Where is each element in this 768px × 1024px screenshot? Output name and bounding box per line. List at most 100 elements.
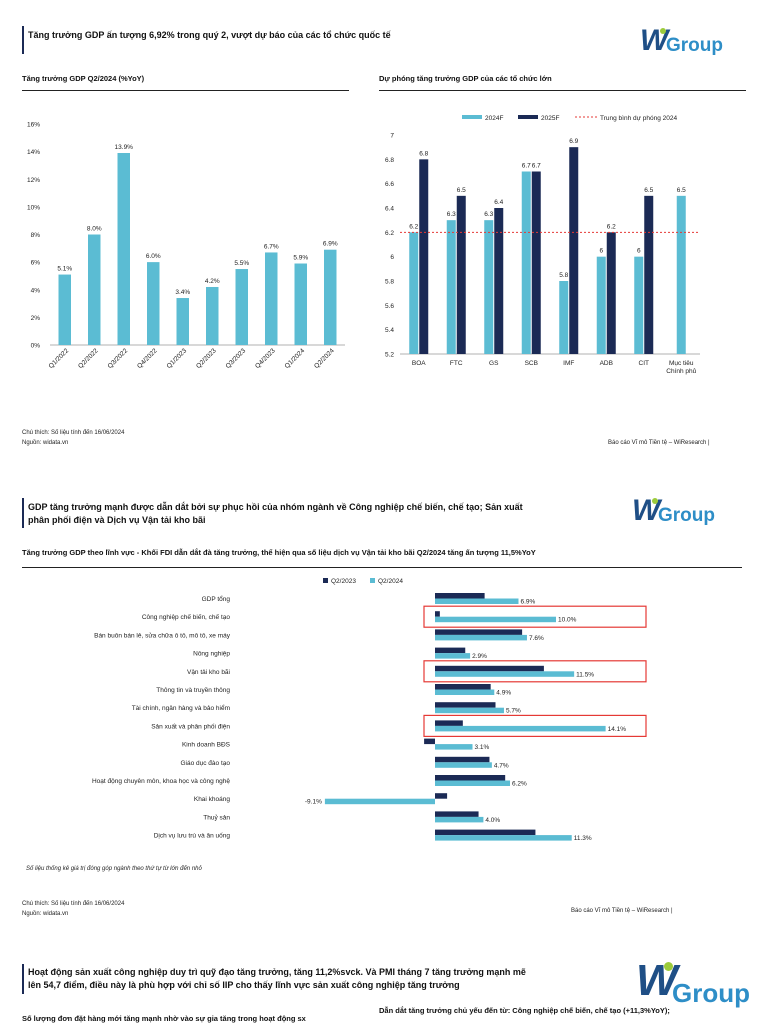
wigroup-logo-3: W Group bbox=[636, 956, 750, 1018]
gdp-chart-rule bbox=[22, 90, 349, 91]
sector-bar-q2-2023 bbox=[435, 629, 523, 635]
forecast-x-tick: Mục tiêu bbox=[669, 360, 694, 367]
sector-bar-label: 4.7% bbox=[494, 762, 509, 769]
gdp-y-tick: 4% bbox=[31, 287, 41, 294]
sector-category-label: Khai khoáng bbox=[194, 796, 231, 803]
forecast-label-2024f: 6.5 bbox=[677, 187, 686, 194]
forecast-x-tick: FTC bbox=[450, 360, 463, 367]
gdp-y-tick: 16% bbox=[27, 122, 40, 129]
forecast-bar-2025f bbox=[606, 232, 616, 354]
sector-bar-q2-2024 bbox=[435, 634, 527, 641]
sector-bar-q2-2024 bbox=[435, 598, 519, 604]
legend-average-label: Trung bình dự phóng 2024 bbox=[600, 115, 677, 122]
forecast-y-tick: 6.8 bbox=[385, 157, 394, 164]
gdp-x-tick: Q1/2022 bbox=[48, 347, 71, 370]
sector-bar-q2-2023 bbox=[435, 793, 448, 799]
forecast-y-tick: 5.4 bbox=[385, 327, 394, 334]
forecast-y-tick: 5.8 bbox=[385, 279, 394, 286]
gdp-bar bbox=[235, 269, 248, 345]
sector-category-label: Vận tải kho bãi bbox=[187, 669, 230, 676]
wigroup-logo: W Group bbox=[640, 24, 740, 62]
sector-bar-label: 11.3% bbox=[574, 835, 592, 842]
forecast-x-tick: GS bbox=[489, 360, 499, 367]
forecast-label-2025f: 6.5 bbox=[457, 187, 466, 194]
forecast-label-2024f: 6.2 bbox=[409, 223, 418, 230]
gdp-bar bbox=[117, 153, 130, 345]
forecast-x-tick: IMF bbox=[563, 360, 574, 367]
gdp-y-tick: 6% bbox=[31, 260, 41, 267]
gdp-y-tick: 8% bbox=[31, 232, 41, 239]
wigroup-logo-2: W Group bbox=[632, 494, 732, 532]
gdp-chart-title: Tăng trưởng GDP Q2/2024 (%YoY) bbox=[22, 74, 145, 83]
forecast-label-2025f: 6.9 bbox=[569, 138, 578, 145]
sector-bar-q2-2023 bbox=[435, 593, 485, 599]
sector-bar-label: 6.2% bbox=[512, 781, 527, 788]
forecast-y-tick: 7 bbox=[390, 133, 394, 140]
sector-category-label: Bán buôn bán lẻ, sửa chữa ô tô, mô tô, x… bbox=[94, 631, 231, 639]
gdp-x-tick: Q3/2022 bbox=[107, 347, 130, 370]
sector-category-label: Thuỷ sản bbox=[203, 814, 230, 821]
gdp-bar-label: 5.5% bbox=[234, 260, 249, 267]
forecast-label-2024f: 6 bbox=[599, 248, 603, 255]
section2-footer: Báo cáo Vĩ mô Tiền tệ – WiResearch | bbox=[571, 908, 673, 914]
gdp-bar bbox=[265, 252, 278, 345]
sector-bar-q2-2024 bbox=[435, 725, 606, 732]
gdp-bar bbox=[324, 249, 337, 345]
forecast-bar-2025f bbox=[644, 195, 654, 354]
sector-bar-q2-2023 bbox=[435, 829, 536, 836]
logo-dot-icon bbox=[652, 498, 658, 504]
forecast-bar-2024f bbox=[559, 281, 569, 354]
sector-bar-label: 14.1% bbox=[608, 726, 627, 733]
forecast-y-tick: 5.6 bbox=[385, 303, 394, 310]
forecast-bar-2025f bbox=[494, 208, 504, 354]
gdp-x-tick: Q4/2022 bbox=[136, 347, 159, 370]
forecast-label-2025f: 6.2 bbox=[607, 223, 616, 230]
sector-chart-rule bbox=[22, 567, 742, 568]
gdp-x-tick: Q2/2022 bbox=[77, 347, 100, 370]
section1-accent-bar bbox=[22, 26, 24, 54]
gdp-bar bbox=[176, 298, 189, 345]
forecast-bar-2025f bbox=[569, 147, 579, 354]
forecast-bar-2025f bbox=[456, 195, 466, 354]
sector-bar-label: 6.9% bbox=[520, 599, 535, 606]
legend-2025f-label: 2025F bbox=[541, 115, 559, 122]
forecast-y-tick: 6 bbox=[390, 254, 394, 261]
sector-bar-label: 2.9% bbox=[472, 653, 487, 660]
legend-q2-2023-label: Q2/2023 bbox=[331, 578, 356, 585]
legend-q2-2024-label: Q2/2024 bbox=[378, 578, 403, 585]
forecast-bar-2025f bbox=[419, 159, 429, 354]
forecast-bar-2024f bbox=[521, 171, 531, 354]
sector-category-label: Dịch vụ lưu trú và ăn uống bbox=[154, 831, 231, 840]
sector-category-label: Hoạt động chuyên môn, khoa học và công n… bbox=[92, 778, 230, 785]
gdp-y-tick: 12% bbox=[27, 177, 40, 184]
sector-bar-q2-2024 bbox=[435, 671, 575, 677]
sector-bar-q2-2024 bbox=[435, 616, 556, 623]
sector-chart-title: Tăng trưởng GDP theo lĩnh vực - Khối FDI… bbox=[22, 548, 536, 557]
sector-category-label: Tài chính, ngân hàng và bảo hiểm bbox=[132, 704, 230, 712]
forecast-label-2025f: 6.8 bbox=[419, 150, 428, 157]
forecast-x-tick-line2: Chính phủ bbox=[666, 367, 696, 375]
forecast-y-tick: 6.6 bbox=[385, 181, 394, 188]
gdp-bar bbox=[294, 263, 307, 345]
sector-bar-label: 5.7% bbox=[506, 708, 521, 715]
gdp-x-tick: Q2/2023 bbox=[195, 347, 218, 370]
forecast-bar-2024f bbox=[409, 232, 419, 354]
highlight-box bbox=[423, 660, 647, 683]
forecast-x-tick: CIT bbox=[639, 360, 650, 367]
section3-title-line2: lên 54,7 điểm, điều này là phù hợp với c… bbox=[28, 980, 460, 990]
sector-bar-label: 7.6% bbox=[529, 635, 544, 642]
sector-growth-chart: Q2/2023 Q2/2024 GDP tổng 6.9% Công nghiệp … bbox=[92, 578, 647, 842]
gdp-bar-label: 5.1% bbox=[57, 266, 72, 273]
gdp-bar-label: 4.2% bbox=[205, 278, 220, 285]
forecast-bar-2025f bbox=[531, 171, 541, 354]
gdp-bar bbox=[58, 274, 71, 345]
sector-bar-q2-2024 bbox=[435, 707, 504, 714]
forecast-label-2024f: 6.7 bbox=[522, 163, 531, 170]
sector-category-label: Giáo dục đào tạo bbox=[180, 760, 230, 767]
legend-2025f-swatch bbox=[518, 115, 538, 119]
gdp-y-tick: 14% bbox=[27, 149, 40, 156]
sector-bar-q2-2024 bbox=[435, 816, 484, 823]
sector-bar-q2-2024 bbox=[435, 835, 572, 841]
legend-q2-2023-swatch bbox=[323, 578, 328, 583]
sector-bar-label: -9.1% bbox=[305, 799, 322, 806]
